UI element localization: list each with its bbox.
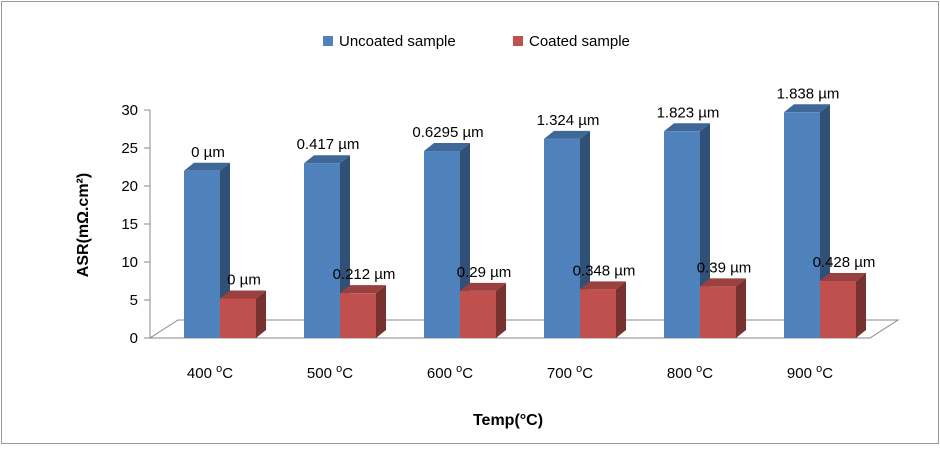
bar-top (424, 143, 470, 152)
bar-front (340, 293, 376, 338)
bar-coated-6 (820, 273, 866, 338)
bar-side (376, 285, 386, 338)
legend-label-coated: Coated sample (529, 33, 630, 50)
y-axis: 0 5 10 15 20 25 30 (121, 102, 151, 347)
x-axis-title: Temp(°C) (473, 412, 543, 429)
legend-swatch-uncoated (323, 36, 333, 46)
bar-side (856, 273, 866, 338)
y-tick-label: 20 (121, 178, 138, 195)
x-tick-label: 500 oC (307, 363, 353, 382)
data-label-uncoated-3: 0.6295 µm (412, 124, 483, 141)
y-tick-label: 15 (121, 216, 138, 233)
bar-top (784, 104, 830, 113)
bar-top (580, 281, 626, 290)
data-label-uncoated-4: 1.324 µm (537, 112, 600, 129)
data-label-coated-3: 0.29 µm (457, 264, 512, 281)
bar-front (544, 138, 580, 338)
bar-front (220, 298, 256, 338)
x-tick-label: 600 oC (427, 363, 473, 382)
bar-front (304, 163, 340, 338)
y-axis-title: ASR(mΩ.cm²) (75, 173, 92, 277)
data-label-uncoated-6: 1.838 µm (777, 85, 840, 102)
y-tick-label: 25 (121, 140, 138, 157)
bar-side (496, 282, 506, 338)
bar-front (664, 131, 700, 338)
bar-side (256, 290, 266, 338)
bar-side (616, 281, 626, 338)
bar-front (184, 170, 220, 338)
data-label-coated-2: 0.212 µm (333, 266, 396, 283)
x-tick-label: 800 oC (667, 363, 713, 382)
legend-swatch-coated (513, 36, 523, 46)
bar-front (820, 281, 856, 338)
bar-top (184, 162, 230, 171)
legend-label-uncoated: Uncoated sample (339, 33, 456, 50)
x-axis: 400 oC 500 oC 600 oC 700 oC 800 oC 900 oC (187, 363, 833, 382)
data-labels: 0 µm 0 µm 0.417 µm 0.212 µm 0.6295 µm 0.29 µm… (191, 85, 875, 288)
bar-front (784, 112, 820, 338)
y-tick-label: 5 (130, 292, 138, 309)
bar-coated-2 (340, 285, 386, 338)
y-tick-label: 0 (130, 330, 138, 347)
x-tick-label: 400 oC (187, 363, 233, 382)
data-label-coated-6: 0.428 µm (813, 254, 876, 271)
bar-side (736, 278, 746, 338)
bars (184, 104, 866, 338)
legend: Uncoated sample Coated sample (323, 33, 630, 50)
bar-coated-1 (220, 290, 266, 338)
bar-top (460, 282, 506, 291)
bar-coated-4 (580, 281, 626, 338)
bar-front (700, 286, 736, 338)
x-tick-label: 900 oC (787, 363, 833, 382)
data-label-uncoated-5: 1.823 µm (657, 104, 720, 121)
data-label-coated-5: 0.39 µm (697, 259, 752, 276)
y-tick-label: 10 (121, 254, 138, 271)
bar-coated-5 (700, 278, 746, 338)
bar-coated-3 (460, 282, 506, 338)
bar-uncoated-1 (184, 162, 230, 338)
bar-uncoated-5 (664, 123, 710, 338)
data-label-coated-1: 0 µm (227, 271, 261, 288)
data-label-uncoated-1: 0 µm (191, 144, 225, 161)
bar-top (304, 155, 350, 164)
bar-top (340, 285, 386, 294)
bar-uncoated-4 (544, 130, 590, 338)
bar-front (460, 290, 496, 338)
bar-top (820, 273, 866, 281)
x-tick-label: 700 oC (547, 363, 593, 382)
y-tick-label: 30 (121, 102, 138, 119)
data-label-uncoated-2: 0.417 µm (297, 136, 360, 153)
bar-front (580, 289, 616, 338)
data-label-coated-4: 0.348 µm (573, 262, 636, 279)
bar-top (700, 278, 746, 287)
bar-top (664, 123, 710, 132)
bar-top (220, 290, 266, 299)
bar-front (424, 151, 460, 338)
bar-top (544, 130, 590, 139)
